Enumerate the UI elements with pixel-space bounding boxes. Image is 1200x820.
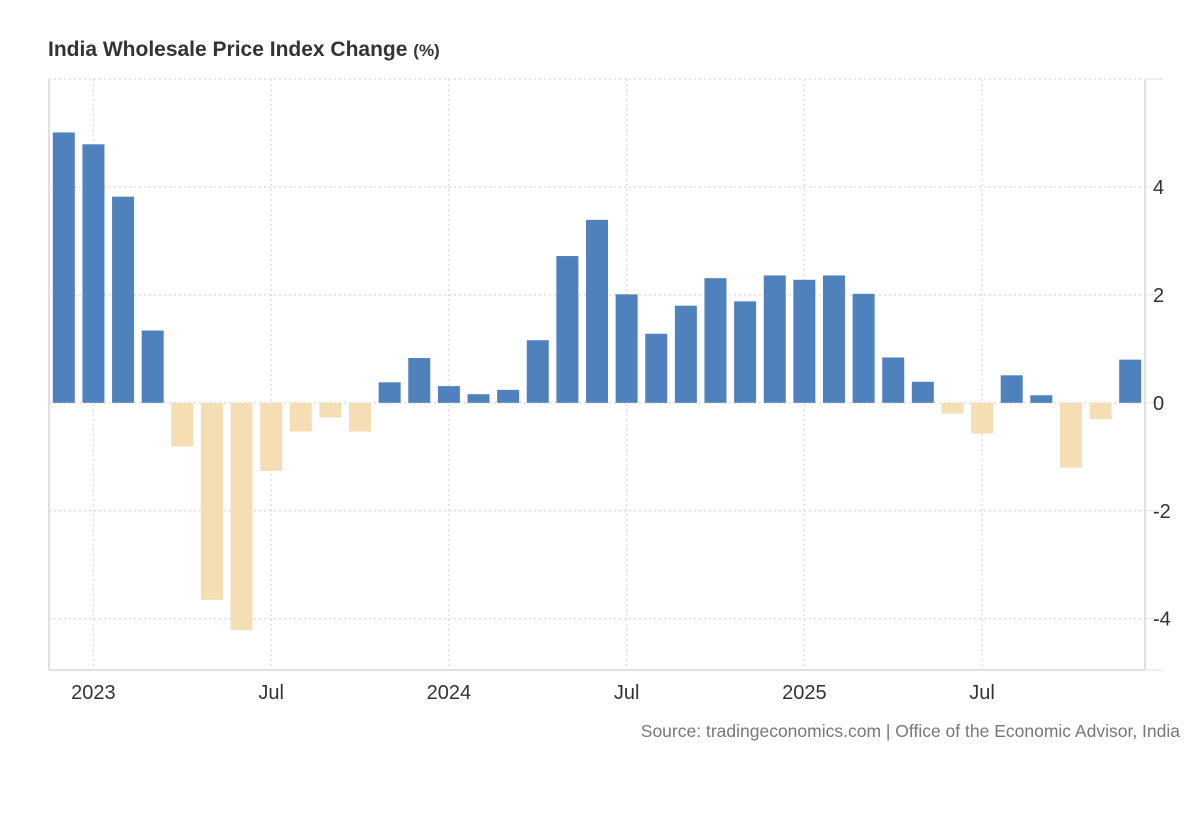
y-tick-label: -2 xyxy=(1153,501,1171,523)
bar-feb-2024[interactable] xyxy=(467,394,490,403)
bar-jun-2023[interactable] xyxy=(230,402,253,631)
bar-apr-2025[interactable] xyxy=(882,357,905,403)
bar-may-2023[interactable] xyxy=(200,402,223,600)
labels-layer: 4 2 0 -2 -4 2023 Jul 2024 Jul 2025 Jul xyxy=(71,177,1171,704)
bar-mar-2025[interactable] xyxy=(852,293,875,403)
x-tick-label: Jul xyxy=(969,682,995,704)
y-tick-label: -4 xyxy=(1153,609,1171,631)
bar-jul-2025[interactable] xyxy=(971,402,994,434)
x-tick-label: Jul xyxy=(614,682,640,704)
bar-aug-2025[interactable] xyxy=(1000,375,1023,403)
bar-jul-2024[interactable] xyxy=(615,294,638,403)
bar-sep-2023[interactable] xyxy=(319,402,342,418)
bar-dec-2024[interactable] xyxy=(763,275,786,403)
bar-apr-2024[interactable] xyxy=(526,340,549,403)
x-tick-label: Jul xyxy=(258,682,284,704)
bar-dec-2022[interactable] xyxy=(52,132,75,403)
bar-oct-2023[interactable] xyxy=(349,402,372,432)
x-tick-label: 2025 xyxy=(782,682,827,704)
bar-may-2024[interactable] xyxy=(556,256,579,403)
bar-feb-2025[interactable] xyxy=(822,275,845,403)
y-tick-label: 4 xyxy=(1153,177,1164,199)
axes-layer xyxy=(48,78,1163,671)
bar-jun-2024[interactable] xyxy=(586,219,608,403)
x-tick-label: 2023 xyxy=(71,682,116,704)
bar-nov-2025[interactable] xyxy=(1089,402,1112,420)
source-note: Source: tradingeconomics.com | Office of… xyxy=(640,721,1180,741)
bar-jan-2025[interactable] xyxy=(793,279,816,403)
bar-nov-2024[interactable] xyxy=(734,301,757,403)
bar-oct-2024[interactable] xyxy=(704,278,727,403)
chart-title: India Wholesale Price Index Change (%) xyxy=(48,38,440,62)
bar-sep-2025[interactable] xyxy=(1030,395,1053,403)
chart-title-unit: (%) xyxy=(413,41,440,60)
bar-jan-2024[interactable] xyxy=(437,386,460,403)
y-tick-label: 2 xyxy=(1153,285,1164,307)
bar-nov-2023[interactable] xyxy=(378,382,401,403)
bar-mar-2024[interactable] xyxy=(497,389,520,403)
bar-jun-2025[interactable] xyxy=(941,402,964,414)
bar-aug-2024[interactable] xyxy=(645,333,668,403)
bar-dec-2025[interactable] xyxy=(1119,359,1142,403)
x-tick-label: 2024 xyxy=(427,682,472,704)
bar-may-2025[interactable] xyxy=(911,381,934,403)
bar-jul-2023[interactable] xyxy=(260,402,283,471)
bar-mar-2023[interactable] xyxy=(141,330,164,403)
y-tick-label: 0 xyxy=(1153,393,1164,415)
bars-layer xyxy=(52,132,1142,631)
bar-jan-2023[interactable] xyxy=(82,144,105,403)
bar-dec-2023[interactable] xyxy=(408,358,431,403)
bar-oct-2025[interactable] xyxy=(1059,402,1082,468)
chart-title-text: India Wholesale Price Index Change xyxy=(48,38,408,61)
bar-sep-2024[interactable] xyxy=(674,305,697,403)
bar-feb-2023[interactable] xyxy=(112,196,135,403)
bar-aug-2023[interactable] xyxy=(289,402,312,432)
bar-apr-2023[interactable] xyxy=(171,402,194,447)
